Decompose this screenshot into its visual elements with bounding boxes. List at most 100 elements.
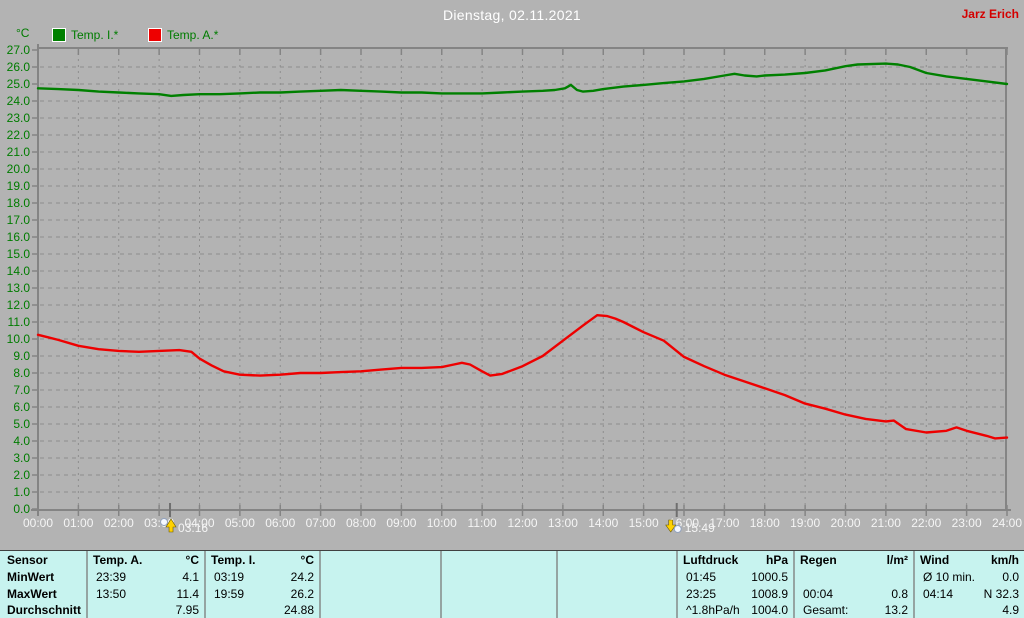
table-cell [795, 568, 913, 585]
table-cell-text: 1004.0 [751, 603, 788, 617]
table-cell-text: 24.88 [283, 603, 314, 617]
y-tick-label: 6.0 [13, 400, 30, 414]
x-tick-label: 00:00 [23, 516, 53, 530]
legend-item-temp-i[interactable]: Temp. I.* [52, 28, 118, 42]
table-cell-text: Temp. I. [211, 552, 256, 567]
table-cell-text: 19:59 [214, 586, 245, 601]
legend-item-temp-a[interactable]: Temp. A.* [148, 28, 218, 42]
table-cell-text: 13:50 [96, 586, 127, 601]
table-cell-text: 1000.5 [751, 569, 788, 584]
sun-disc-icon [160, 518, 169, 526]
table-cell-text: Wind [920, 552, 950, 567]
x-tick-label: 02:00 [104, 516, 134, 530]
table-cell [442, 585, 556, 602]
x-tick-label: 20:00 [830, 516, 860, 530]
table-cell-text: 23:39 [96, 569, 127, 584]
y-tick-label: 22.0 [7, 128, 31, 142]
table-cell: Regen l/m² [795, 551, 913, 568]
y-tick-label: 25.0 [7, 77, 31, 91]
table-cell: 01:45 1000.5 [678, 568, 793, 585]
y-tick-label: 2.0 [13, 468, 30, 482]
table-cell-text: °C [185, 552, 199, 567]
table-cell-text: 24.2 [290, 569, 314, 584]
x-tick-label: 08:00 [346, 516, 376, 530]
user-name: Jarz Erich [961, 7, 1019, 21]
table-cell: 23:25 1008.9 [678, 585, 793, 602]
table-cell-text: °C [300, 552, 314, 567]
x-tick-label: 17:00 [709, 516, 739, 530]
y-tick-label: 24.0 [7, 94, 31, 108]
x-tick-label: 23:00 [952, 516, 982, 530]
table-cell-text: 0.0 [1002, 569, 1019, 584]
table-cell: 03:19 24.2 [206, 568, 319, 585]
x-tick-label: 01:00 [63, 516, 93, 530]
table-cell-text: 0.8 [891, 586, 908, 601]
table-cell: 24.88 [206, 602, 319, 618]
y-axis-unit-label: °C [16, 26, 30, 40]
y-tick-label: 10.0 [7, 332, 31, 346]
table-cell [442, 551, 556, 568]
table-cell [321, 568, 440, 585]
sunset-arrow-icon [665, 519, 677, 533]
table-cell-text: 4.9 [1002, 603, 1019, 617]
table-cell-text: 26.2 [290, 586, 314, 601]
x-tick-label: 13:00 [548, 516, 578, 530]
y-tick-label: 26.0 [7, 60, 31, 74]
y-tick-label: 0.0 [13, 502, 30, 516]
table-column-temp-a-: Temp. A. °C 23:39 4.1 13:50 11.4 7.95 [88, 551, 206, 618]
table-cell: 13:50 11.4 [88, 585, 204, 602]
marker-time-label: 03:16 [178, 521, 208, 535]
table-cell: ^1.8hPa/h 1004.0 [678, 602, 793, 618]
table-cell: 4.9 [915, 602, 1024, 618]
table-cell-text: 23:25 [686, 586, 717, 601]
y-tick-label: 9.0 [13, 349, 30, 363]
legend-label-temp-a: Temp. A.* [167, 28, 219, 42]
temperature-chart: 00:00 01:00 02:00 03:00 04:00 05:00 06:00 07:00… [7, 43, 1023, 535]
table-cell-text: km/h [990, 552, 1019, 567]
table-column-luftdruck: Luftdruck hPa 01:45 1000.5 23:25 1008.9 ^1.8hP… [678, 551, 795, 618]
x-tick-label: 14:00 [588, 516, 618, 530]
table-cell-text: ^1.8hPa/h [686, 603, 740, 617]
y-tick-label: 4.0 [13, 434, 30, 448]
table-column-temp-i-: Temp. I. °C 03:19 24.2 19:59 26.2 24.88 [206, 551, 321, 618]
stats-table: Sensor MinWert MaxWert Durchschnitt Temp. A.… [0, 550, 1024, 618]
y-tick-label: 23.0 [7, 111, 31, 125]
series-line-temp-i [36, 62, 1009, 98]
y-tick-label: 1.0 [13, 485, 30, 499]
y-tick-label: 3.0 [13, 451, 30, 465]
y-tick-label: 12.0 [7, 298, 31, 312]
table-cell-text: 04:14 [923, 586, 954, 601]
y-tick-label: 5.0 [13, 417, 30, 431]
date-title: Dienstag, 02.11.2021 [442, 7, 582, 23]
table-cell: MinWert [0, 568, 86, 585]
y-tick-label: 19.0 [7, 179, 31, 193]
y-tick-label: 27.0 [7, 43, 31, 57]
table-cell: Sensor [0, 551, 86, 568]
table-cell-text: Durchschnitt [7, 603, 82, 617]
table-cell [321, 585, 440, 602]
x-tick-label: 04:00 [184, 516, 214, 530]
sun-disc-icon [673, 525, 682, 533]
x-tick-label: 07:00 [306, 516, 336, 530]
table-cell-text: 7.95 [175, 603, 199, 617]
x-tick-label: 15:00 [629, 516, 659, 530]
table-cell [321, 551, 440, 568]
table-cell-text: 11.4 [176, 586, 199, 601]
table-cell: Gesamt: 13.2 [795, 602, 913, 618]
table-cell: 00:04 0.8 [795, 585, 913, 602]
table-cell: 19:59 26.2 [206, 585, 319, 602]
table-cell-text: Luftdruck [683, 552, 739, 567]
table-cell [442, 602, 556, 618]
table-cell-text: 13.2 [884, 603, 908, 617]
table-cell-text: MaxWert [7, 586, 57, 601]
table-cell: 23:39 4.1 [88, 568, 204, 585]
table-cell-text: 00:04 [803, 586, 834, 601]
sunrise-arrow-icon [165, 518, 177, 533]
table-cell-text: N 32.3 [983, 586, 1019, 601]
table-column-wind: Wind km/h Ø 10 min. 0.0 04:14 N 32.3 4.9 [915, 551, 1024, 618]
x-tick-label: 19:00 [790, 516, 820, 530]
x-tick-label: 11:00 [468, 516, 497, 530]
y-tick-label: 18.0 [7, 196, 31, 210]
y-tick-label: 17.0 [7, 213, 31, 227]
